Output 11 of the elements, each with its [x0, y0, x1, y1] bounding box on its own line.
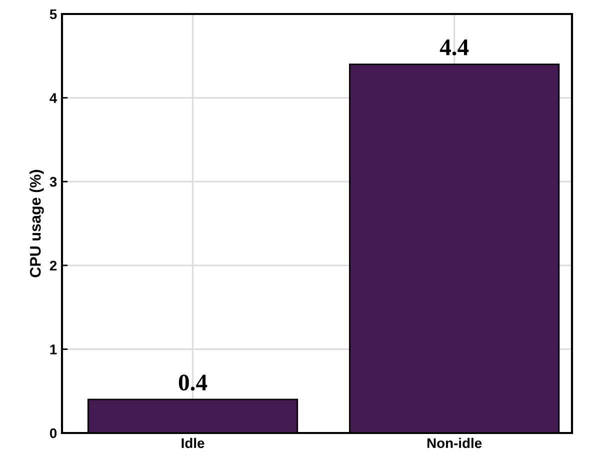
- x-tick-label: Non-idle: [427, 438, 482, 448]
- data-label: 4.4: [440, 40, 469, 56]
- y-tick-label: 4: [50, 93, 58, 103]
- y-axis-title: CPU usage (%): [30, 170, 44, 278]
- y-tick-label: 3: [50, 176, 57, 187]
- y-tick-label: 0: [50, 428, 57, 438]
- x-tick-label: Idle: [182, 438, 204, 448]
- data-label: 0.4: [178, 374, 208, 391]
- y-tick-label: 1: [50, 344, 57, 354]
- y-tick-label: 2: [50, 260, 57, 270]
- y-tick-label: 5: [50, 9, 57, 20]
